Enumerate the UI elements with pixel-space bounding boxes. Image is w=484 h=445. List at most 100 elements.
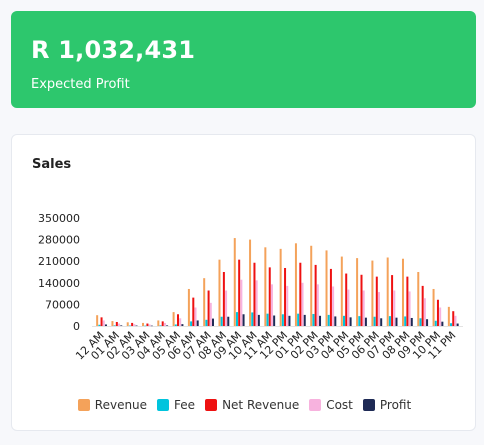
bar-revenue[interactable] bbox=[218, 259, 221, 326]
bar-fee[interactable] bbox=[174, 324, 177, 326]
bar-net-revenue[interactable] bbox=[421, 285, 424, 326]
bar-revenue[interactable] bbox=[401, 258, 404, 326]
bar-fee[interactable] bbox=[144, 325, 147, 327]
bar-revenue[interactable] bbox=[172, 312, 175, 326]
bar-revenue[interactable] bbox=[126, 322, 129, 326]
bar-fee[interactable] bbox=[113, 325, 116, 326]
bar-revenue[interactable] bbox=[233, 238, 236, 326]
bar-revenue[interactable] bbox=[386, 257, 389, 327]
bar-net-revenue[interactable] bbox=[100, 317, 103, 326]
bar-cost[interactable] bbox=[148, 324, 151, 326]
bar-cost[interactable] bbox=[439, 307, 442, 326]
bar-profit[interactable] bbox=[227, 316, 230, 326]
bar-cost[interactable] bbox=[163, 322, 166, 326]
bar-profit[interactable] bbox=[273, 315, 276, 326]
bar-cost[interactable] bbox=[209, 302, 212, 326]
bar-profit[interactable] bbox=[441, 321, 444, 326]
bar-revenue[interactable] bbox=[371, 260, 374, 326]
bar-profit[interactable] bbox=[196, 320, 199, 326]
bar-cost[interactable] bbox=[408, 291, 411, 326]
bar-fee[interactable] bbox=[251, 312, 254, 326]
bar-profit[interactable] bbox=[303, 314, 306, 326]
legend-item-revenue[interactable]: Revenue bbox=[77, 398, 147, 412]
bar-revenue[interactable] bbox=[279, 248, 282, 326]
bar-fee[interactable] bbox=[327, 314, 330, 326]
bar-fee[interactable] bbox=[373, 316, 376, 326]
bar-cost[interactable] bbox=[255, 280, 258, 326]
bar-net-revenue[interactable] bbox=[207, 290, 210, 326]
bar-profit[interactable] bbox=[410, 317, 413, 326]
bar-fee[interactable] bbox=[358, 316, 361, 326]
bar-net-revenue[interactable] bbox=[115, 321, 118, 326]
bar-cost[interactable] bbox=[423, 298, 426, 326]
bar-cost[interactable] bbox=[454, 315, 457, 326]
bar-fee[interactable] bbox=[190, 321, 193, 326]
bar-net-revenue[interactable] bbox=[299, 262, 302, 326]
bar-net-revenue[interactable] bbox=[314, 264, 317, 326]
bar-cost[interactable] bbox=[347, 289, 350, 326]
bar-cost[interactable] bbox=[240, 279, 243, 326]
bar-fee[interactable] bbox=[128, 325, 131, 327]
bar-fee[interactable] bbox=[297, 313, 300, 326]
bar-fee[interactable] bbox=[388, 316, 391, 326]
bar-revenue[interactable] bbox=[356, 258, 359, 326]
bar-revenue[interactable] bbox=[142, 322, 145, 326]
bar-profit[interactable] bbox=[319, 315, 322, 326]
bar-profit[interactable] bbox=[104, 324, 107, 326]
bar-net-revenue[interactable] bbox=[406, 276, 409, 326]
bar-cost[interactable] bbox=[102, 320, 105, 326]
bar-profit[interactable] bbox=[166, 325, 169, 326]
bar-revenue[interactable] bbox=[249, 239, 252, 326]
bar-fee[interactable] bbox=[266, 313, 269, 326]
bar-net-revenue[interactable] bbox=[268, 267, 271, 326]
bar-profit[interactable] bbox=[426, 319, 429, 326]
bar-net-revenue[interactable] bbox=[192, 297, 195, 326]
bar-cost[interactable] bbox=[270, 284, 273, 326]
bar-cost[interactable] bbox=[286, 285, 289, 326]
bar-profit[interactable] bbox=[334, 316, 337, 326]
bar-profit[interactable] bbox=[181, 324, 184, 326]
bar-revenue[interactable] bbox=[294, 243, 297, 326]
bar-profit[interactable] bbox=[211, 318, 214, 326]
bar-net-revenue[interactable] bbox=[391, 275, 394, 326]
bar-profit[interactable] bbox=[257, 314, 260, 326]
bar-profit[interactable] bbox=[288, 315, 291, 326]
bar-revenue[interactable] bbox=[447, 306, 450, 326]
bar-profit[interactable] bbox=[120, 325, 123, 326]
bar-net-revenue[interactable] bbox=[375, 276, 378, 326]
bar-cost[interactable] bbox=[133, 324, 136, 326]
bar-net-revenue[interactable] bbox=[284, 267, 287, 326]
bar-revenue[interactable] bbox=[340, 256, 343, 326]
bar-revenue[interactable] bbox=[417, 272, 420, 326]
bar-fee[interactable] bbox=[235, 312, 238, 326]
bar-profit[interactable] bbox=[364, 317, 367, 326]
bar-revenue[interactable] bbox=[432, 288, 435, 326]
bar-cost[interactable] bbox=[316, 284, 319, 326]
bar-revenue[interactable] bbox=[111, 321, 114, 326]
bar-fee[interactable] bbox=[220, 316, 223, 326]
bar-net-revenue[interactable] bbox=[131, 322, 134, 326]
bar-net-revenue[interactable] bbox=[436, 299, 439, 326]
bar-cost[interactable] bbox=[179, 318, 182, 326]
bar-fee[interactable] bbox=[98, 324, 101, 326]
bar-revenue[interactable] bbox=[157, 320, 160, 326]
bar-profit[interactable] bbox=[395, 317, 398, 326]
bar-revenue[interactable] bbox=[203, 278, 206, 326]
bar-net-revenue[interactable] bbox=[452, 311, 455, 326]
bar-revenue[interactable] bbox=[310, 245, 313, 326]
bar-cost[interactable] bbox=[378, 292, 380, 326]
bar-fee[interactable] bbox=[281, 314, 284, 326]
bar-cost[interactable] bbox=[393, 290, 396, 326]
bar-net-revenue[interactable] bbox=[238, 259, 241, 326]
bar-revenue[interactable] bbox=[325, 250, 328, 326]
bar-fee[interactable] bbox=[450, 323, 453, 326]
bar-fee[interactable] bbox=[404, 316, 407, 326]
bar-profit[interactable] bbox=[150, 325, 153, 327]
bar-fee[interactable] bbox=[205, 319, 208, 326]
bar-net-revenue[interactable] bbox=[146, 323, 149, 326]
bar-profit[interactable] bbox=[349, 317, 352, 326]
legend-item-cost[interactable]: Cost bbox=[309, 398, 353, 412]
bar-profit[interactable] bbox=[380, 318, 383, 326]
bar-cost[interactable] bbox=[225, 290, 228, 326]
bar-profit[interactable] bbox=[456, 323, 459, 326]
